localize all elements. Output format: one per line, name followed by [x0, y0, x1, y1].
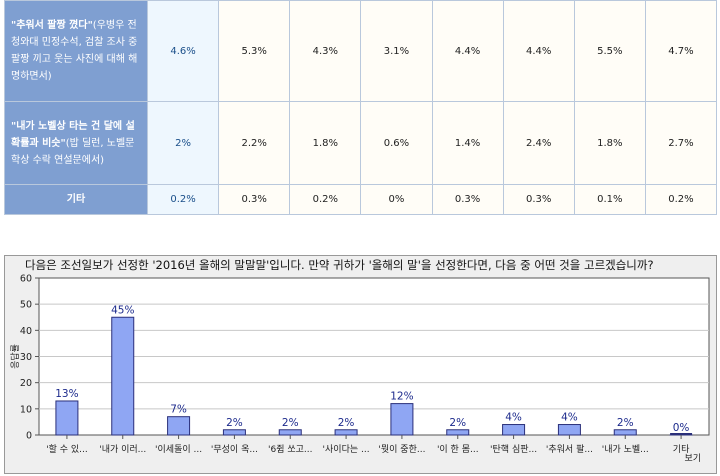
- table-cell: 4.4%: [431, 0, 504, 102]
- bar: [55, 400, 79, 436]
- y-axis-label: 응답률: [9, 344, 21, 369]
- data-label: 12%: [390, 391, 413, 403]
- x-tick-label: '내가 이러...: [99, 444, 146, 455]
- row-context: (우병우 전 청와대 민정수석, 검찰 조사 중 팔짱 끼고 웃는 사진에 대해…: [11, 20, 138, 82]
- bar: [111, 316, 135, 436]
- x-tick-label: '내가 노벨...: [602, 444, 649, 455]
- table-cell: 0%: [360, 184, 433, 215]
- x-tick-label: '이 한 몸...: [437, 444, 479, 455]
- y-tick-label: 20: [20, 378, 32, 389]
- table-cell: 1.4%: [431, 101, 504, 185]
- table-cell: 4.7%: [644, 0, 718, 102]
- bar: [167, 416, 191, 436]
- data-label: 4%: [505, 412, 522, 424]
- x-tick-label: '6쥠 쏘고...: [268, 444, 312, 455]
- data-label: 2%: [226, 417, 243, 429]
- x-axis-label: 보기: [684, 453, 701, 464]
- data-label: 2%: [282, 417, 299, 429]
- table-cell: 0.2%: [289, 184, 362, 215]
- row-label: 기타: [4, 184, 148, 215]
- y-tick-label: 60: [20, 274, 32, 285]
- bar: [334, 429, 358, 436]
- y-tick-label: 40: [20, 326, 32, 337]
- table-cell: 4.3%: [289, 0, 362, 102]
- data-label: 2%: [449, 417, 466, 429]
- x-tick-label: 기타: [673, 444, 690, 455]
- table-cell: 0.6%: [360, 101, 433, 185]
- data-label: 2%: [617, 417, 634, 429]
- table-cell: 4.4%: [502, 0, 575, 102]
- table-cell: 0.3%: [218, 184, 291, 215]
- results-table: "추워서 팔짱 꼈다"(우병우 전 청와대 민정수석, 검찰 조사 중 팔짱 끼…: [4, 0, 718, 215]
- table-cell: 0.2%: [146, 184, 220, 215]
- table-cell: 0.2%: [644, 184, 718, 215]
- bar: [390, 403, 414, 436]
- bar: [278, 429, 302, 436]
- bar: [446, 429, 470, 436]
- table-row: 기타 0.2% 0.3% 0.2% 0% 0.3% 0.3% 0.1% 0.2%: [4, 184, 718, 215]
- y-tick-label: 30: [20, 352, 32, 363]
- table-cell: 2.7%: [644, 101, 718, 185]
- x-tick-label: '탄핵 심판...: [490, 443, 537, 455]
- table-cell: 2%: [146, 101, 220, 185]
- table-cell: 0.3%: [431, 184, 504, 215]
- chart-panel: 다음은 조선일보가 선정한 '2016년 올해의 말말말'입니다. 만약 귀하가…: [4, 255, 717, 474]
- table-cell: 0.1%: [573, 184, 646, 215]
- row-label: "추워서 팔짱 꼈다"(우병우 전 청와대 민정수석, 검찰 조사 중 팔짱 끼…: [4, 0, 148, 102]
- x-tick-label: '할 수 있...: [46, 443, 88, 455]
- y-tick-label: 10: [20, 404, 32, 415]
- table-cell: 0.3%: [502, 184, 575, 215]
- data-label: 2%: [338, 417, 355, 429]
- data-label: 0%: [673, 422, 690, 434]
- row-quote: "내가 노벨상 타는 건 달에 설 확률과 비슷": [11, 120, 135, 149]
- row-label: "내가 노벨상 타는 건 달에 설 확률과 비슷"(밥 딜런, 노벨문학상 수락…: [4, 101, 148, 185]
- bar: [557, 424, 581, 436]
- bar-chart: 0 10 20 30 40 50 60 응답률 13% '할 수 있... 45% '내가 이러...…: [9, 274, 710, 464]
- row-quote: "추워서 팔짱 꼈다": [11, 20, 93, 31]
- y-tick-label: 50: [20, 300, 32, 311]
- chart-title: 다음은 조선일보가 선정한 '2016년 올해의 말말말'입니다. 만약 귀하가…: [25, 258, 654, 272]
- table-row: "추워서 팔짱 꼈다"(우병우 전 청와대 민정수석, 검찰 조사 중 팔짱 끼…: [4, 0, 718, 102]
- row-context: (밥 딜런, 노벨문학상 수락 연설문에서): [11, 137, 135, 166]
- x-tick-label: '이세돌이 ...: [155, 444, 202, 455]
- x-tick-label: '뭣이 중한...: [378, 444, 425, 455]
- table-row: "내가 노벨상 타는 건 달에 설 확률과 비슷"(밥 딜런, 노벨문학상 수락…: [4, 101, 718, 185]
- table-cell: 5.3%: [218, 0, 291, 102]
- data-label: 4%: [561, 412, 578, 424]
- x-tick-label: '무성이 옥...: [211, 444, 258, 455]
- bar: [613, 429, 637, 436]
- data-label: 7%: [170, 404, 187, 416]
- bar: [222, 429, 246, 436]
- data-label: 13%: [55, 388, 78, 400]
- bar: [502, 424, 526, 436]
- table-cell: 3.1%: [360, 0, 433, 102]
- x-tick-label: '사이다는 ...: [323, 444, 370, 455]
- data-label: 45%: [111, 304, 134, 316]
- y-tick-label: 0: [26, 431, 32, 442]
- table-cell: 2.4%: [502, 101, 575, 185]
- table-cell: 2.2%: [218, 101, 291, 185]
- table-cell: 1.8%: [573, 101, 646, 185]
- row-quote: 기타: [66, 194, 86, 205]
- table-cell: 1.8%: [289, 101, 362, 185]
- x-tick-label: '추워서 팔...: [546, 443, 593, 455]
- table-cell: 5.5%: [573, 0, 646, 102]
- table-cell: 4.6%: [146, 0, 220, 102]
